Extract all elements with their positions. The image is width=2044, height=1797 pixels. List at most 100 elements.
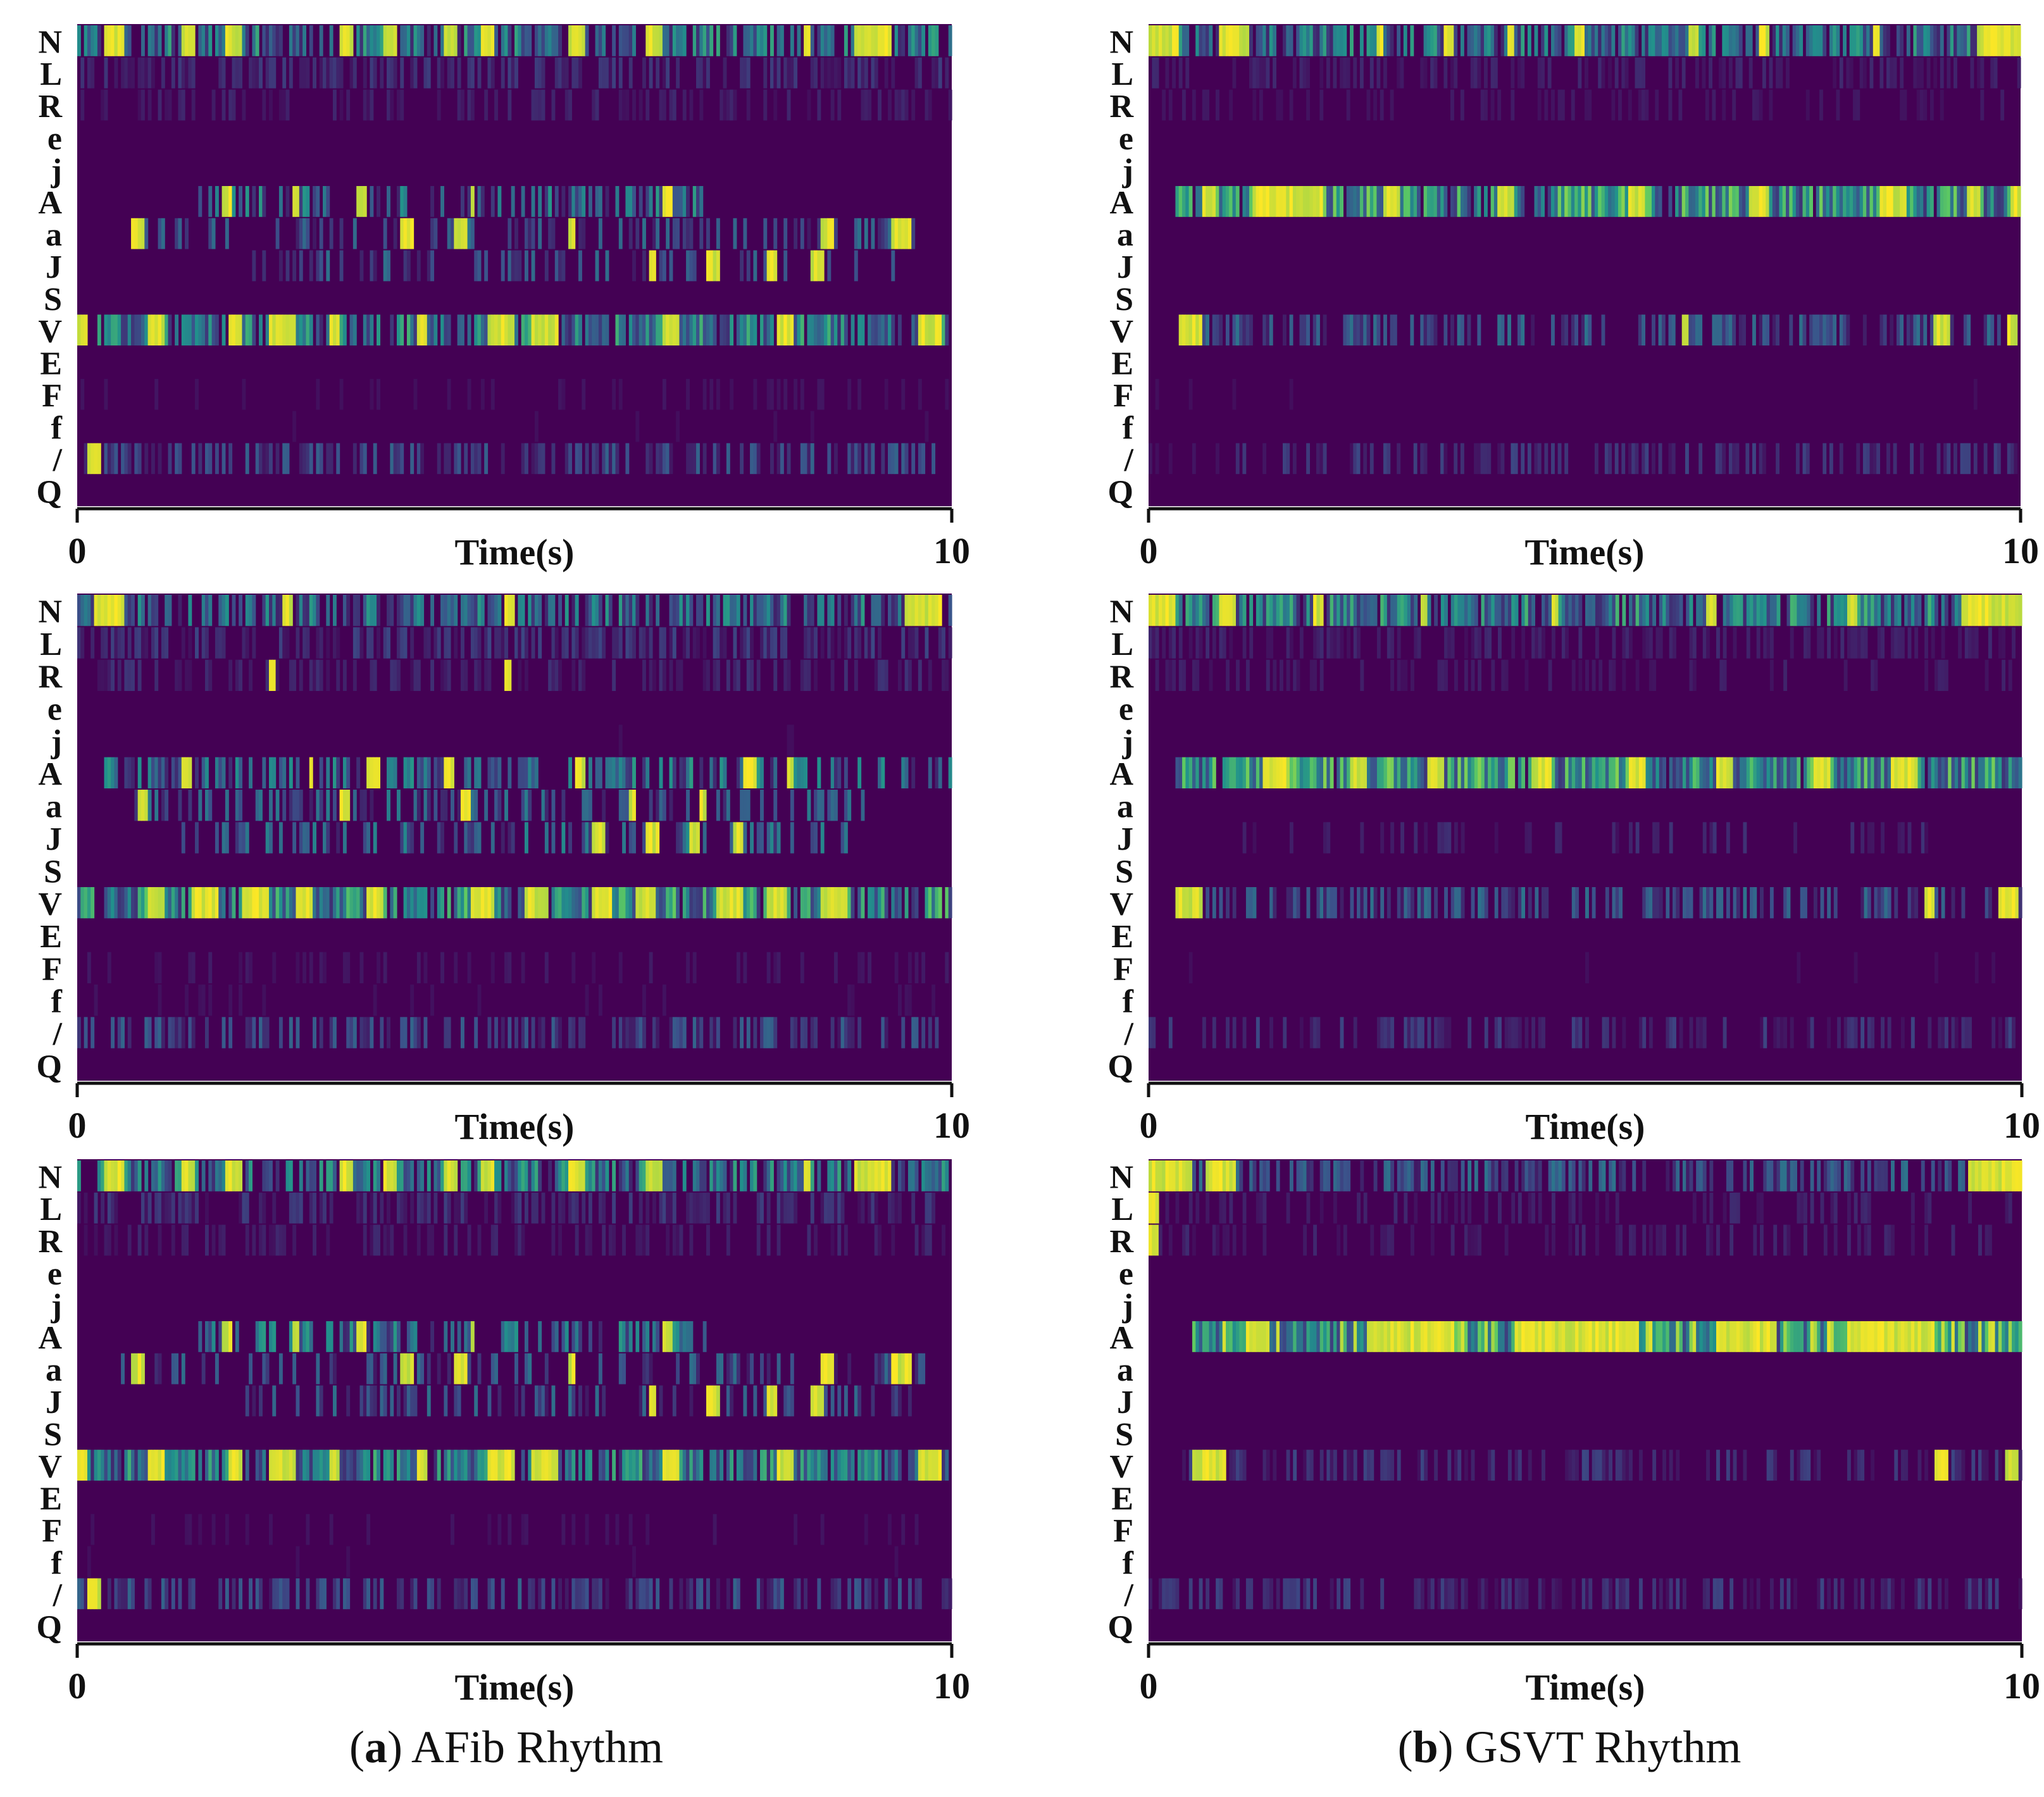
heatmap-cell xyxy=(1484,887,1488,919)
heatmap-cell xyxy=(296,218,300,249)
heatmap-cell xyxy=(1397,57,1401,89)
heatmap-cell xyxy=(1528,822,1532,854)
heatmap-cell xyxy=(1585,25,1588,56)
heatmap-cell xyxy=(564,595,569,626)
heatmap-cell xyxy=(1890,57,1894,89)
heatmap-cell xyxy=(1498,757,1502,788)
heatmap-cell xyxy=(598,186,602,217)
heatmap-cell xyxy=(669,1192,673,1224)
heatmap-cell xyxy=(840,1192,845,1224)
heatmap-cell xyxy=(1411,1017,1414,1048)
heatmap-cell xyxy=(1366,89,1371,121)
heatmap-cell xyxy=(837,1385,842,1417)
heatmap-cell xyxy=(464,757,468,788)
heatmap-cell xyxy=(602,822,606,854)
heatmap-cell xyxy=(1423,186,1428,217)
heatmap-cell xyxy=(1440,757,1445,788)
heatmap-cell xyxy=(628,1017,633,1048)
heatmap-cell xyxy=(817,218,821,249)
heatmap-cell xyxy=(494,595,499,626)
y-tick-label: Q xyxy=(37,475,62,511)
heatmap-cell xyxy=(756,25,761,56)
heatmap-row-L xyxy=(77,627,952,659)
x-axis-label: Time(s) xyxy=(1525,1106,1645,1147)
heatmap-cell xyxy=(1424,757,1428,788)
heatmap-cell xyxy=(740,250,744,282)
heatmap-cell xyxy=(578,314,582,345)
heatmap-cell xyxy=(1337,757,1341,788)
heatmap-cell xyxy=(602,443,606,475)
heatmap-cell xyxy=(605,595,609,626)
heatmap-cell xyxy=(242,378,246,410)
heatmap-cell xyxy=(1440,25,1444,56)
heatmap-cell xyxy=(346,887,351,919)
heatmap-cell xyxy=(1981,757,1986,788)
heatmap-cell xyxy=(296,25,300,56)
heatmap-row-a xyxy=(121,1353,926,1384)
heatmap-cell xyxy=(1471,659,1475,691)
heatmap-cell xyxy=(760,1192,764,1224)
heatmap-cell xyxy=(914,1224,919,1256)
heatmap-cell xyxy=(2012,1017,2016,1048)
heatmap-cell xyxy=(1910,595,1915,626)
heatmap-cell xyxy=(635,1017,640,1048)
heatmap-cell xyxy=(464,887,468,919)
heatmap-cell xyxy=(1805,25,1810,56)
heatmap-cell xyxy=(817,25,821,56)
heatmap-cell xyxy=(2018,757,2022,788)
heatmap-cell xyxy=(484,25,489,56)
heatmap-cell xyxy=(1450,595,1455,626)
heatmap-cell xyxy=(454,218,458,249)
heatmap-cell xyxy=(706,595,710,626)
heatmap-cell xyxy=(1507,887,1512,919)
heatmap-cell xyxy=(921,1353,926,1384)
heatmap-cell xyxy=(830,1385,835,1417)
heatmap-cell xyxy=(1938,757,1942,788)
heatmap-cell xyxy=(1581,314,1585,345)
heatmap-cell xyxy=(575,57,579,89)
heatmap-cell xyxy=(642,627,646,659)
heatmap-cell xyxy=(2007,25,2011,56)
heatmap-cell xyxy=(1444,822,1448,854)
heatmap-cell xyxy=(766,1192,771,1224)
heatmap-cell xyxy=(1699,1017,1704,1048)
heatmap-cell xyxy=(1397,757,1401,788)
heatmap-cell xyxy=(178,1192,182,1224)
heatmap-cell xyxy=(642,1385,646,1417)
heatmap-cell xyxy=(1773,757,1778,788)
heatmap-cell xyxy=(702,822,707,854)
heatmap-cell xyxy=(1894,757,1898,788)
heatmap-cell xyxy=(921,595,926,626)
heatmap-cell xyxy=(551,627,556,659)
heatmap-cell xyxy=(2014,25,2018,56)
heatmap-cell xyxy=(77,1017,81,1048)
heatmap-cell xyxy=(349,1321,354,1352)
heatmap-cell xyxy=(1555,595,1559,626)
heatmap-cell xyxy=(1567,25,1572,56)
heatmap-cell xyxy=(595,314,599,345)
heatmap-cell xyxy=(1604,443,1609,475)
heatmap-cell xyxy=(750,659,754,691)
heatmap-cell xyxy=(730,1353,734,1384)
heatmap-cell xyxy=(487,595,492,626)
heatmap-cell xyxy=(1319,89,1324,121)
heatmap-cell xyxy=(1746,757,1750,788)
heatmap-cell xyxy=(211,887,216,919)
heatmap-cell xyxy=(2007,443,2011,475)
heatmap-cell xyxy=(363,89,367,121)
heatmap-cell xyxy=(188,595,192,626)
heatmap-cell xyxy=(1696,757,1700,788)
heatmap-cell xyxy=(323,1192,327,1224)
heatmap-cell xyxy=(185,1224,189,1256)
heatmap-cell xyxy=(346,1385,351,1417)
heatmap-cell xyxy=(464,822,468,854)
heatmap-cell xyxy=(1676,595,1680,626)
y-tick-label: J xyxy=(46,1384,62,1421)
heatmap-cell xyxy=(595,1385,599,1417)
heatmap-cell xyxy=(854,25,858,56)
heatmap-cell xyxy=(272,659,277,691)
heatmap-cell xyxy=(252,1224,256,1256)
heatmap-cell xyxy=(423,887,428,919)
heatmap-cell xyxy=(319,314,323,345)
heatmap-cell xyxy=(625,1017,630,1048)
